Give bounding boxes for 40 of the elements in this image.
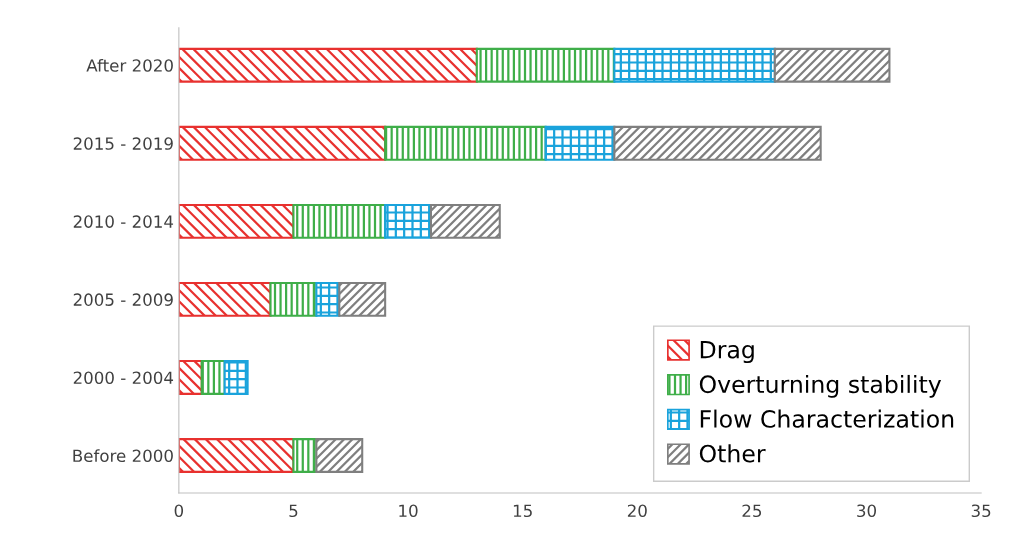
bar bbox=[315, 281, 341, 317]
x-tick-label: 25 bbox=[742, 504, 762, 518]
legend-label: Overturning stability bbox=[699, 374, 942, 398]
bar bbox=[223, 360, 249, 395]
legend-label: Drag bbox=[700, 340, 754, 364]
bar bbox=[613, 125, 822, 161]
y-tick-label: Before 2000 bbox=[73, 449, 173, 463]
bar bbox=[544, 125, 616, 161]
bar bbox=[315, 438, 364, 473]
y-tick-label: 2010 - 2014 bbox=[73, 215, 174, 228]
bar bbox=[475, 47, 616, 83]
bar bbox=[429, 203, 501, 239]
bar bbox=[338, 281, 387, 317]
x-tick-label: 10 bbox=[399, 504, 418, 518]
x-tick-label: 5 bbox=[289, 504, 298, 518]
bar bbox=[292, 438, 318, 473]
bar bbox=[613, 47, 776, 83]
bar bbox=[178, 438, 295, 473]
x-tick-label: 15 bbox=[513, 504, 532, 518]
x-tick-label: 0 bbox=[174, 504, 184, 518]
bar bbox=[200, 360, 226, 395]
bar bbox=[178, 360, 203, 395]
x-tick-label: 30 bbox=[857, 504, 877, 518]
y-tick-label: After 2020 bbox=[86, 58, 173, 72]
bar bbox=[178, 203, 295, 239]
x-tick-label: 20 bbox=[627, 504, 647, 518]
x-tick-label: 35 bbox=[971, 504, 991, 518]
bar bbox=[178, 125, 387, 161]
bar bbox=[178, 47, 478, 83]
y-tick-label: 2015 - 2019 bbox=[73, 137, 173, 150]
legend-label: Other bbox=[699, 444, 766, 463]
bar bbox=[292, 203, 387, 239]
legend-label: Flow Characterization bbox=[700, 409, 954, 428]
bar bbox=[384, 125, 547, 161]
y-tick-label: 2000 - 2004 bbox=[73, 371, 174, 385]
bar bbox=[178, 281, 272, 317]
bar bbox=[384, 203, 433, 239]
bar bbox=[269, 281, 318, 317]
bar bbox=[773, 47, 891, 83]
y-tick-label: 2005 - 2009 bbox=[73, 293, 173, 306]
